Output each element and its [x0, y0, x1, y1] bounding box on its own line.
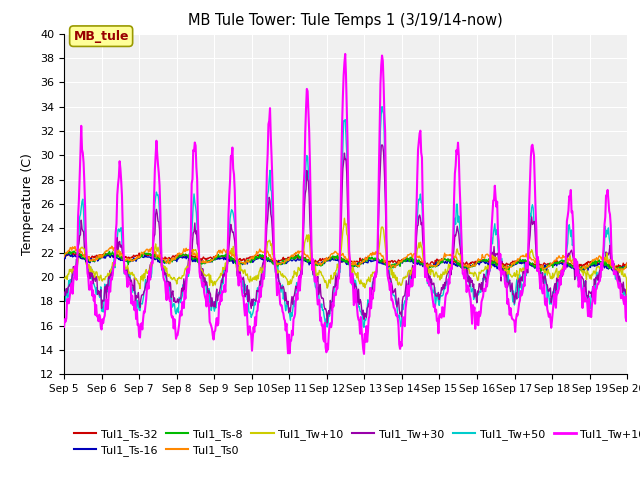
Tul1_Ts0	[108, 243, 116, 249]
Line: Tul1_Ts-16: Tul1_Ts-16	[64, 253, 627, 271]
Tul1_Tw+10	[340, 216, 348, 221]
Tul1_Tw+30	[623, 301, 631, 307]
Tul1_Tw+50	[416, 197, 424, 203]
Tul1_Ts-32	[129, 253, 137, 259]
Tul1_Ts-32	[60, 253, 68, 259]
Tul1_Ts-8	[623, 261, 631, 267]
Tul1_Tw+10	[415, 240, 422, 246]
Y-axis label: Temperature (C): Temperature (C)	[22, 153, 35, 255]
Tul1_Ts-16	[60, 251, 68, 256]
Tul1_Tw+50	[623, 292, 631, 298]
Tul1_Ts-32	[415, 257, 422, 263]
Tul1_Ts0	[431, 264, 439, 270]
Tul1_Ts0	[623, 261, 631, 267]
Tul1_Tw+50	[378, 104, 386, 109]
Tul1_Ts-8	[70, 248, 78, 254]
Line: Tul1_Ts-8: Tul1_Ts-8	[64, 251, 627, 271]
Tul1_Ts-8	[415, 258, 422, 264]
Tul1_Ts0	[60, 254, 68, 260]
Tul1_Ts-8	[129, 258, 137, 264]
Line: Tul1_Tw+10: Tul1_Tw+10	[64, 218, 627, 302]
Tul1_Ts0	[186, 247, 194, 253]
Tul1_Ts-8	[186, 255, 194, 261]
Tul1_Ts-16	[414, 260, 422, 266]
Tul1_Ts-32	[216, 253, 224, 259]
Tul1_Tw+100	[623, 293, 631, 299]
Tul1_Tw+10	[623, 300, 631, 305]
Tul1_Ts0	[70, 246, 78, 252]
Tul1_Tw+30	[416, 212, 424, 218]
Tul1_Tw+10	[60, 276, 68, 282]
Tul1_Tw+100	[215, 300, 223, 306]
Tul1_Tw+30	[128, 282, 136, 288]
Tul1_Tw+10	[186, 258, 193, 264]
Tul1_Tw+50	[128, 289, 136, 295]
Text: MB_tule: MB_tule	[74, 30, 129, 43]
Tul1_Ts-16	[128, 257, 136, 263]
Tul1_Ts-16	[431, 263, 438, 269]
Tul1_Ts-16	[623, 262, 631, 267]
Tul1_Tw+50	[432, 298, 440, 303]
Tul1_Tw+100	[432, 307, 440, 312]
Legend: Tul1_Ts-32, Tul1_Ts-16, Tul1_Ts-8, Tul1_Ts0, Tul1_Tw+10, Tul1_Tw+30, Tul1_Tw+50,: Tul1_Ts-32, Tul1_Ts-16, Tul1_Ts-8, Tul1_…	[70, 424, 640, 460]
Tul1_Ts-8	[216, 254, 224, 260]
Tul1_Tw+10	[215, 275, 223, 280]
Tul1_Ts-16	[70, 253, 78, 259]
Tul1_Ts-8	[60, 252, 68, 257]
Tul1_Tw+100	[186, 267, 193, 273]
Tul1_Ts-8	[71, 250, 79, 255]
Tul1_Tw+50	[60, 302, 68, 308]
Tul1_Ts0	[616, 268, 623, 274]
Line: Tul1_Tw+100: Tul1_Tw+100	[64, 54, 627, 354]
Tul1_Ts0	[129, 258, 137, 264]
Tul1_Ts-32	[71, 252, 79, 257]
Tul1_Tw+100	[360, 351, 368, 357]
Tul1_Tw+30	[70, 268, 78, 274]
Tul1_Tw+100	[128, 293, 136, 299]
Line: Tul1_Tw+30: Tul1_Tw+30	[64, 145, 627, 323]
Line: Tul1_Ts-32: Tul1_Ts-32	[64, 252, 627, 268]
Tul1_Tw+50	[215, 289, 223, 295]
Tul1_Tw+100	[416, 131, 424, 136]
Title: MB Tule Tower: Tule Temps 1 (3/19/14-now): MB Tule Tower: Tule Temps 1 (3/19/14-now…	[188, 13, 503, 28]
Line: Tul1_Tw+50: Tul1_Tw+50	[64, 107, 627, 327]
Tul1_Tw+10	[128, 269, 136, 275]
Tul1_Ts-32	[612, 265, 620, 271]
Tul1_Tw+10	[70, 265, 78, 271]
Tul1_Ts-32	[70, 249, 77, 254]
Tul1_Ts0	[415, 255, 422, 261]
Tul1_Tw+100	[341, 51, 349, 57]
Tul1_Tw+30	[60, 292, 68, 298]
Tul1_Tw+50	[186, 264, 193, 270]
Line: Tul1_Ts0: Tul1_Ts0	[64, 246, 627, 271]
Tul1_Tw+100	[60, 324, 68, 330]
Tul1_Ts0	[216, 250, 224, 256]
Tul1_Tw+50	[360, 324, 368, 330]
Tul1_Ts-32	[623, 260, 631, 265]
Tul1_Ts-8	[537, 268, 545, 274]
Tul1_Tw+30	[186, 263, 193, 269]
Tul1_Tw+30	[432, 293, 440, 299]
Tul1_Ts-32	[186, 254, 194, 260]
Tul1_Ts-16	[215, 256, 223, 262]
Tul1_Tw+30	[215, 291, 223, 297]
Tul1_Ts-16	[186, 255, 193, 261]
Tul1_Tw+30	[323, 320, 331, 326]
Tul1_Ts-16	[609, 268, 617, 274]
Tul1_Tw+30	[378, 142, 386, 148]
Tul1_Ts-32	[431, 257, 439, 263]
Tul1_Tw+10	[431, 271, 439, 276]
Tul1_Ts-8	[431, 264, 439, 270]
Tul1_Tw+100	[70, 274, 78, 280]
Tul1_Tw+50	[70, 272, 78, 278]
